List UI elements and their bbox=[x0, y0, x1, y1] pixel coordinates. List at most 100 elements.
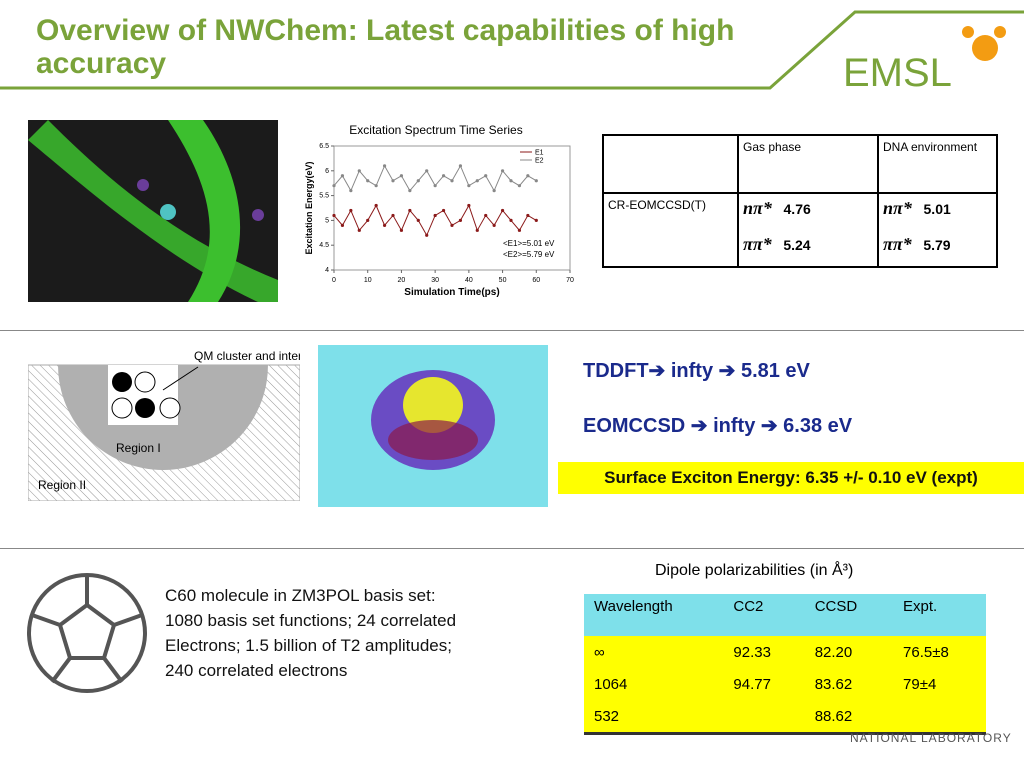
cell: nπ* 5.01 ππ* 5.79 bbox=[877, 192, 998, 268]
row: ∞ 92.33 82.20 76.5±8 bbox=[584, 636, 986, 668]
point bbox=[349, 189, 353, 193]
cell: 532 bbox=[594, 707, 620, 725]
header-lines: EMSL bbox=[0, 10, 1024, 95]
point bbox=[500, 169, 505, 173]
point bbox=[340, 174, 345, 178]
cell: CR-EOMCCSD(T) bbox=[602, 192, 739, 268]
header-cell: CCSD bbox=[814, 598, 858, 615]
point bbox=[450, 179, 454, 183]
point bbox=[467, 203, 471, 208]
x-tick-label: 0 bbox=[332, 277, 336, 284]
footer: NATIONAL LABORATORY bbox=[850, 731, 1012, 745]
cluster-core bbox=[403, 377, 463, 433]
cell: 76.5±8 bbox=[903, 643, 949, 661]
point bbox=[340, 223, 345, 227]
y-tick-label: 4.5 bbox=[319, 242, 329, 249]
cell bbox=[602, 134, 739, 194]
point bbox=[526, 213, 530, 218]
cell: 88.62 bbox=[814, 707, 853, 725]
point bbox=[366, 218, 370, 222]
point bbox=[441, 174, 446, 178]
point bbox=[382, 223, 387, 227]
divider bbox=[0, 330, 1024, 331]
row: Gas phase DNA environment bbox=[602, 134, 998, 194]
eomccsd-result: EOMCCSD ➔ infty ➔ 6.38 eV bbox=[583, 415, 853, 437]
point bbox=[332, 184, 336, 188]
c60-bonds bbox=[31, 575, 143, 684]
dna-helix bbox=[168, 120, 241, 302]
transition: ππ* bbox=[883, 234, 912, 254]
point bbox=[517, 184, 522, 188]
molecule bbox=[160, 204, 176, 220]
point bbox=[441, 208, 446, 213]
cell: DNA environment bbox=[877, 134, 998, 194]
cell: 83.62 bbox=[814, 675, 853, 693]
point bbox=[374, 203, 378, 208]
point bbox=[484, 213, 488, 218]
entry: ππ* 5.24 bbox=[743, 234, 873, 255]
point bbox=[433, 213, 437, 218]
cell: ∞ bbox=[594, 643, 605, 661]
cell bbox=[893, 700, 986, 734]
header-cell: Gas phase bbox=[743, 140, 802, 154]
y-tick-label: 6 bbox=[325, 168, 329, 175]
x-tick-label: 40 bbox=[465, 277, 473, 284]
c60-text: C60 molecule in ZM3POL basis set: 1080 b… bbox=[165, 583, 456, 683]
point bbox=[467, 184, 471, 188]
entry: ππ* 5.79 bbox=[883, 234, 992, 255]
excitation-table: Gas phase DNA environment CR-EOMCCSD(T) … bbox=[602, 134, 998, 268]
cluster-image bbox=[318, 345, 548, 507]
header-row: Wavelength CC2 CCSD Expt. bbox=[584, 594, 986, 636]
header-cell: Wavelength bbox=[594, 598, 673, 615]
line: 1080 basis set functions; 24 correlated bbox=[165, 611, 457, 630]
point bbox=[357, 228, 361, 232]
entry: nπ* 5.01 bbox=[883, 198, 992, 234]
row: CR-EOMCCSD(T) nπ* 4.76 ππ* 5.24 nπ* 5.01… bbox=[602, 192, 998, 268]
point bbox=[534, 218, 538, 222]
logo-mark bbox=[962, 26, 974, 38]
atom bbox=[135, 398, 155, 418]
value: 5.01 bbox=[923, 201, 951, 217]
x-axis-label: Simulation Time(ps) bbox=[404, 287, 499, 298]
table-caption: Dipole polarizabilities (in Å³) bbox=[655, 562, 854, 579]
point bbox=[391, 179, 395, 183]
y-tick-label: 4 bbox=[325, 267, 329, 274]
surface-energy: Surface Exciton Energy: 6.35 +/- 0.10 eV… bbox=[558, 462, 1024, 494]
cell: 94.77 bbox=[733, 675, 771, 693]
line: 240 correlated electrons bbox=[165, 661, 348, 680]
y-tick-label: 5 bbox=[325, 217, 329, 224]
header-cell: Expt. bbox=[903, 598, 938, 615]
point bbox=[492, 189, 496, 193]
point bbox=[475, 179, 479, 183]
point bbox=[500, 208, 505, 213]
y-tick-label: 6.5 bbox=[319, 143, 329, 150]
value: 4.76 bbox=[783, 201, 811, 217]
point bbox=[349, 208, 353, 213]
cell: 82.20 bbox=[814, 643, 853, 661]
legend-label: E2 bbox=[535, 158, 544, 165]
value: 5.79 bbox=[923, 237, 951, 253]
cell bbox=[723, 700, 804, 734]
point bbox=[374, 184, 378, 188]
point bbox=[332, 213, 336, 218]
entry: nπ* 4.76 bbox=[743, 198, 873, 234]
c60-face bbox=[57, 602, 117, 660]
title: Overview of NWChem: Latest capabilities … bbox=[36, 14, 735, 80]
annotation: <E2>=5.79 eV bbox=[503, 250, 555, 259]
series-line bbox=[333, 204, 537, 237]
point bbox=[492, 223, 496, 227]
point bbox=[399, 174, 404, 178]
point bbox=[484, 174, 488, 178]
atom bbox=[134, 371, 156, 393]
transition: ππ* bbox=[743, 234, 772, 254]
chart-title: Excitation Spectrum Time Series bbox=[349, 123, 522, 137]
point bbox=[408, 189, 412, 193]
region1-label: Region I bbox=[116, 441, 161, 455]
point bbox=[526, 174, 530, 178]
x-tick-label: 20 bbox=[398, 277, 406, 284]
line: Electrons; 1.5 billion of T2 amplitudes; bbox=[165, 636, 452, 655]
method: CR-EOMCCSD(T) bbox=[608, 198, 706, 212]
logo-mark bbox=[972, 35, 998, 61]
polar-table: Wavelength CC2 CCSD Expt. ∞ 92.33 82.20 76.… bbox=[584, 594, 986, 735]
logo-mark bbox=[994, 26, 1006, 38]
